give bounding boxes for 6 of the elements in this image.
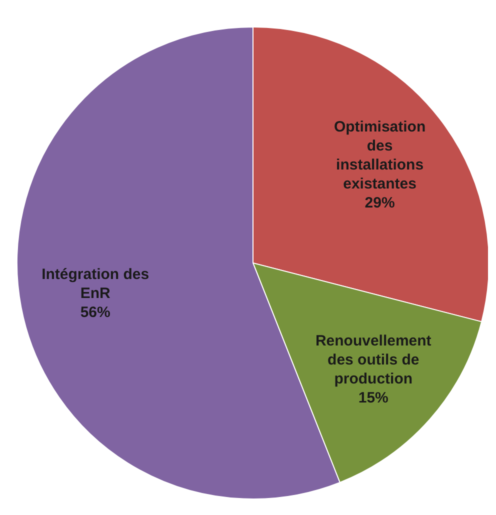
data-label: 29% (364, 194, 395, 212)
slice-label: Intégration des EnR (42, 266, 150, 302)
slice-label: Optimisation des installations existantes (334, 118, 426, 192)
data-label: 15% (358, 389, 388, 406)
data-label: 56% (80, 304, 110, 321)
slice-label: Renouvellement des outils de production (315, 332, 432, 388)
